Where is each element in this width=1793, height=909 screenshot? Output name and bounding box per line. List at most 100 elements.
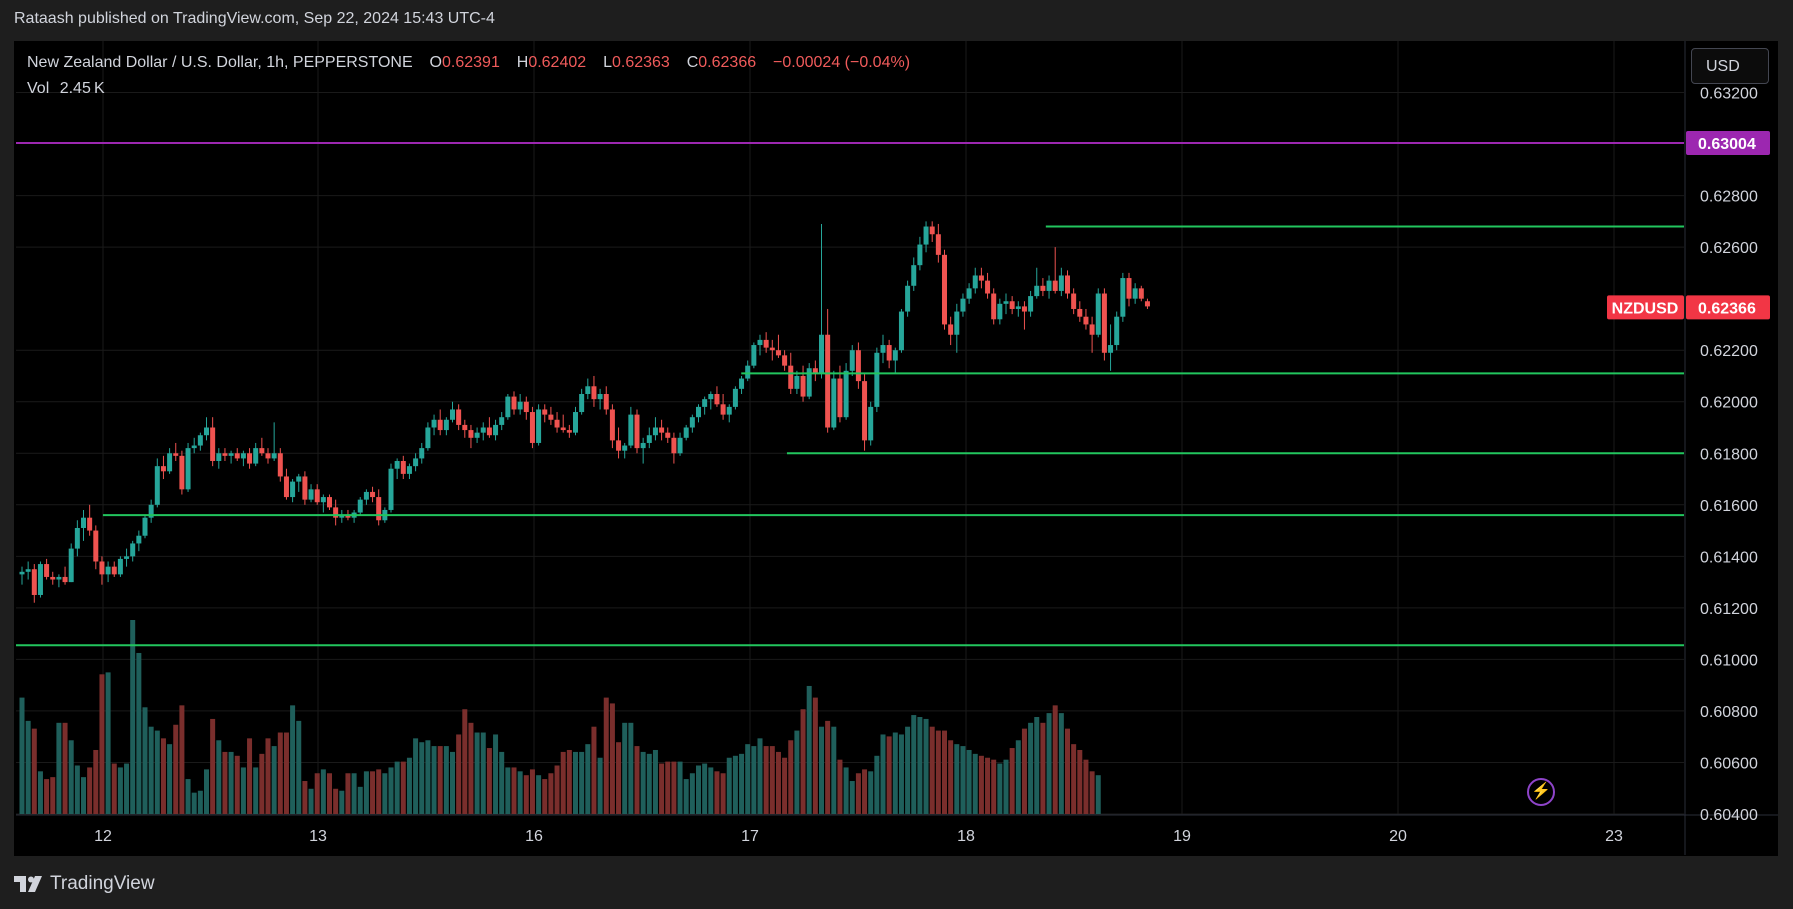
candle-body [603,394,609,410]
candle-body [62,576,68,583]
candle-body [37,564,43,595]
candle-body [991,293,997,320]
volume-bar [81,777,86,814]
candle-body [720,404,726,415]
volume-bar [308,788,314,814]
candle-body [954,311,960,335]
volume-bar [985,757,991,814]
candle-body [942,254,947,325]
volume-bar [216,740,222,814]
volume-bar [296,720,302,814]
volume-bar [1089,771,1095,814]
candle-body [327,497,332,508]
volume-bar [197,790,203,814]
volume-bar [327,773,332,814]
candle-body [1034,285,1040,297]
close-value: 0.62366 [698,54,757,71]
volume-bar [997,763,1003,814]
volume-bar [542,779,548,814]
volume-bar [745,744,751,814]
volume-bar [825,720,831,814]
candle-body [296,476,302,482]
candle-body [413,458,419,467]
volume-bar [862,769,868,814]
candle-body [493,424,499,436]
currency-button[interactable]: USD [1691,48,1769,84]
volume-bar [960,746,966,814]
volume-bar [788,740,794,814]
volume-bar [37,771,43,814]
symbol-title[interactable]: New Zealand Dollar / U.S. Dollar, 1h, PE… [27,54,413,71]
candle-body [142,517,148,536]
candle-body [499,417,505,425]
candle-body [136,535,142,544]
volume-bar [708,767,714,814]
volume-bar [363,771,369,814]
volume-bar [603,697,609,814]
candle-body [419,448,425,459]
volume-bar [283,732,289,814]
candle-body [911,265,917,286]
candle-body [117,558,123,575]
volume-bar [942,730,947,814]
candle-body [739,378,745,389]
candle-body [554,419,560,428]
volume-bar [345,773,351,814]
candle-body [689,417,695,428]
candle-body [450,409,455,420]
candle-body [44,564,50,577]
volume-bar [437,746,443,814]
candle-body [923,226,929,245]
volume-bar [148,726,154,814]
volume-bar [370,771,376,814]
volume-bar [720,773,726,814]
volume-bar [265,738,271,814]
volume-bar [1034,717,1040,814]
candle-body [985,280,991,294]
candle-body [99,561,105,575]
price-tick-label: 0.63200 [1700,86,1758,103]
volume-bar [320,769,326,814]
candle-body [874,352,880,407]
footer-brand[interactable]: TradingView [14,873,155,895]
candle-body [216,453,222,461]
volume-bar [290,705,296,814]
volume-bar [1021,728,1027,814]
volume-bar [240,767,246,814]
candle-body [948,324,954,335]
low-label: L [603,54,612,71]
candle-body [683,427,689,438]
volume-bar [905,726,911,814]
candle-body [333,507,339,518]
candle-body [431,419,437,428]
volume-bar [1046,713,1052,814]
volume-bar [935,730,941,814]
volume-bar [1052,705,1058,814]
volume-bar [111,763,117,814]
ohlc-legend: New Zealand Dollar / U.S. Dollar, 1h, PE… [27,54,910,72]
volume-bar [117,767,123,814]
volume-bar [302,781,308,814]
lightning-icon[interactable]: ⚡ [1527,778,1555,806]
candle-body [579,394,585,413]
volume-bar [554,765,560,814]
volume-bar [819,726,824,814]
candle-body [437,419,443,431]
volume-bar [1058,713,1064,814]
candle-body [388,468,394,510]
volume-bar [812,697,818,814]
volume-value: 2.45 K [59,80,105,97]
time-tick-label: 16 [525,828,543,845]
candle-body [93,530,99,562]
candle-body [585,386,591,395]
volume-bar [671,761,677,814]
symbol-tag-label: NZDUSD [1612,300,1679,317]
candle-body [997,303,1003,320]
candle-body [68,548,74,583]
volume-bar [394,761,400,814]
time-tick-label: 17 [741,828,759,845]
volume-bar [634,746,640,814]
candle-body [425,427,431,449]
horizontal-lines [16,142,1684,647]
